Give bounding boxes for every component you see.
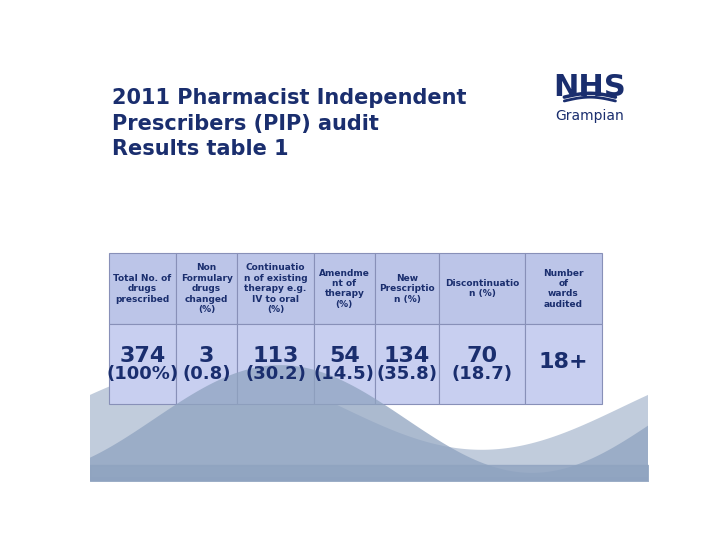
Polygon shape [90,365,648,481]
Bar [525,253,601,324]
Text: Number
of
wards
audited: Number of wards audited [543,268,584,309]
Text: Amendme
nt of
therapy
(%): Amendme nt of therapy (%) [319,268,370,309]
Bar [176,324,238,403]
Bar [90,477,648,481]
Text: (30.2): (30.2) [245,365,306,383]
Text: New
Prescriptio
n (%): New Prescriptio n (%) [379,274,435,303]
Text: Total No. of
drugs
prescribed: Total No. of drugs prescribed [114,274,171,303]
Polygon shape [90,365,648,481]
Bar [439,253,525,324]
Bar [375,253,439,324]
Bar [525,324,601,403]
Bar [314,253,375,324]
Text: 2011 Pharmacist Independent
Prescribers (PIP) audit
Results table 1: 2011 Pharmacist Independent Prescribers … [112,88,467,159]
Text: (14.5): (14.5) [314,365,375,383]
Text: Discontinuatio
n (%): Discontinuatio n (%) [445,279,519,299]
Text: 113: 113 [252,346,299,366]
Text: 134: 134 [384,346,431,366]
Text: Continuatio
n of existing
therapy e.g.
IV to oral
(%): Continuatio n of existing therapy e.g. I… [243,264,307,314]
Bar [314,324,375,403]
Bar [238,253,314,324]
Bar [176,253,238,324]
Text: (18.7): (18.7) [451,365,513,383]
Bar [109,253,176,324]
Text: (100%): (100%) [107,365,179,383]
Bar [109,324,176,403]
Text: NHS: NHS [554,72,626,102]
Text: Non
Formulary
drugs
changed
(%): Non Formulary drugs changed (%) [181,264,233,314]
Text: (35.8): (35.8) [377,365,438,383]
Text: 54: 54 [329,346,360,366]
Text: 374: 374 [120,346,166,366]
Text: 3: 3 [199,346,215,366]
Bar [439,324,525,403]
Text: Grampian: Grampian [556,109,624,123]
Text: (0.8): (0.8) [182,365,231,383]
Bar [238,324,314,403]
Text: 18+: 18+ [539,352,588,372]
Bar [375,324,439,403]
Text: 70: 70 [467,346,498,366]
